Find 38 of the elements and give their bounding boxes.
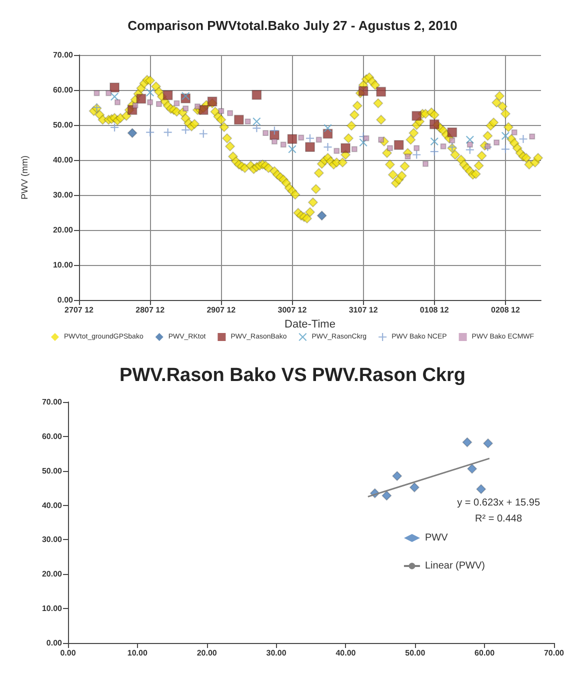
x-tick-label: 50.00: [405, 648, 426, 658]
x-tick-label: 10.00: [127, 648, 148, 658]
y-tick-label: 20.00: [52, 226, 74, 234]
x-tick-label: 0208 12: [491, 306, 520, 314]
x-tick-label: 2907 12: [206, 306, 236, 314]
y-tick-label: 0.00: [46, 638, 63, 648]
legend-label: Linear (PWV): [424, 560, 485, 572]
y-tick-label: 60.00: [42, 432, 63, 441]
y-tick-label: 10.00: [42, 604, 63, 614]
chart-title: Comparison PWVtotal.Bako July 27 - Agustus 2, 2010: [128, 18, 458, 33]
x-tick-label: 60.00: [474, 648, 496, 658]
x-tick-label: 3107 12: [348, 306, 378, 314]
y-tick-label: 40.00: [52, 156, 74, 164]
y-tick-label: 0.00: [57, 296, 74, 304]
x-axis-title: Date-Time: [284, 318, 336, 330]
legend-label: PWV: [424, 532, 448, 544]
y-tick-label: 70.00: [42, 398, 63, 406]
y-tick-label: 50.00: [42, 466, 63, 476]
y-tick-label: 50.00: [52, 120, 74, 130]
x-tick-label: 40.00: [336, 648, 356, 658]
annotation: R² = 0.448: [475, 514, 522, 524]
x-tick-label: 3007 12: [278, 306, 308, 314]
y-tick-label: 20.00: [42, 570, 63, 579]
y-tick-label: 30.00: [52, 190, 74, 200]
y-tick-label: 40.00: [42, 500, 63, 510]
y-tick-label: 30.00: [42, 535, 63, 544]
x-tick-label: 0108 12: [420, 306, 450, 314]
y-tick-label: 10.00: [52, 260, 74, 270]
y-tick-label: 60.00: [52, 86, 74, 94]
chart-title: PWV.Rason Bako VS PWV.Rason Ckrg: [120, 365, 466, 386]
y-tick-label: 70.00: [52, 50, 74, 60]
x-tick-label: 2807 12: [136, 306, 166, 314]
x-tick-label: 30.00: [266, 648, 287, 658]
x-tick-label: 70.00: [544, 648, 565, 658]
annotation: y = 0.623x + 15.95: [457, 498, 540, 508]
x-tick-label: 20.00: [196, 648, 218, 658]
x-tick-label: 2707 12: [64, 306, 94, 314]
y-axis-title: PWV (mm): [20, 156, 30, 200]
